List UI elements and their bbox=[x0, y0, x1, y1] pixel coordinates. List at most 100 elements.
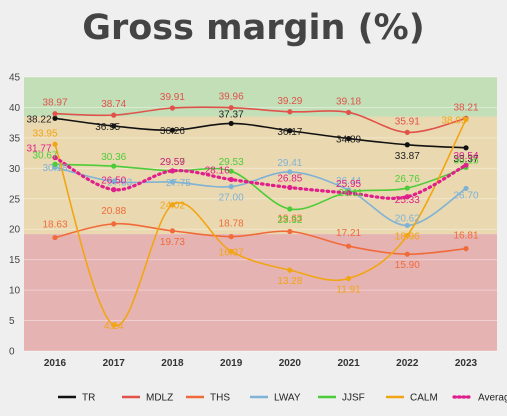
data-label-calm: 16.37 bbox=[219, 247, 244, 258]
data-point-jjsf bbox=[228, 168, 234, 174]
legend-label-jjsf: JJSF bbox=[342, 393, 365, 404]
data-point-average bbox=[404, 194, 410, 200]
data-label-tr: 36.17 bbox=[277, 127, 302, 138]
data-point-average bbox=[287, 184, 293, 191]
series-line-tr bbox=[54, 117, 467, 149]
data-label-average: 30.54 bbox=[453, 151, 478, 162]
data-point-ths bbox=[345, 243, 352, 249]
data-label-lway: 20.62 bbox=[395, 213, 420, 224]
data-label-calm: 38.03 bbox=[441, 115, 466, 126]
data-label-tr: 37.37 bbox=[219, 109, 244, 120]
data-label-average: 31.77 bbox=[26, 144, 51, 155]
data-point-mdlz bbox=[52, 111, 58, 117]
data-label-ths: 15.90 bbox=[395, 260, 420, 271]
data-label-calm: 24.02 bbox=[160, 201, 185, 212]
data-label-lway: 29.41 bbox=[277, 158, 302, 169]
data-label-average: 26.50 bbox=[101, 176, 126, 187]
data-label-jjsf: 29.57 bbox=[160, 157, 185, 168]
data-point-mdlz bbox=[404, 129, 410, 135]
data-point-lway bbox=[404, 222, 410, 229]
data-label-average: 29.59 bbox=[160, 157, 185, 168]
data-point-tr bbox=[463, 145, 469, 151]
data-point-calm bbox=[287, 267, 293, 273]
data-label-ths: 20.88 bbox=[101, 206, 126, 217]
data-point-ths bbox=[111, 221, 117, 227]
y-tick-label: 35 bbox=[9, 133, 21, 144]
data-point-calm bbox=[52, 141, 58, 147]
data-point-calm bbox=[111, 322, 117, 328]
data-label-lway: 27.83 bbox=[107, 178, 132, 189]
data-point-tr bbox=[169, 127, 176, 133]
series-line-jjsf bbox=[54, 163, 467, 211]
x-tick-label: 2017 bbox=[103, 358, 126, 369]
data-point-tr bbox=[404, 142, 410, 148]
data-point-average bbox=[463, 162, 469, 168]
series-line-mdlz bbox=[54, 106, 467, 134]
data-point-calm bbox=[404, 232, 410, 239]
data-label-jjsf: 30.15 bbox=[453, 155, 478, 166]
legend-label-ths: THS bbox=[210, 393, 230, 404]
y-tick-label: 5 bbox=[9, 316, 15, 327]
data-label-lway: 26.70 bbox=[453, 190, 478, 201]
data-label-calm: 18.96 bbox=[395, 232, 420, 243]
data-point-lway bbox=[463, 185, 469, 192]
data-point-mdlz bbox=[169, 105, 176, 111]
x-tick-label: 2019 bbox=[220, 358, 243, 369]
data-label-mdlz: 39.96 bbox=[219, 92, 244, 103]
data-point-jjsf bbox=[404, 185, 410, 191]
data-label-average: 25.33 bbox=[395, 195, 420, 206]
data-point-jjsf bbox=[287, 206, 293, 212]
x-tick-label: 2023 bbox=[455, 358, 478, 369]
data-point-tr bbox=[345, 135, 352, 142]
y-tick-label: 45 bbox=[9, 73, 21, 84]
data-label-jjsf: 26.76 bbox=[395, 174, 420, 185]
data-label-ths: 19.63 bbox=[277, 213, 302, 224]
data-point-mdlz bbox=[111, 112, 117, 118]
data-label-tr: 33.37 bbox=[453, 154, 478, 165]
data-point-average bbox=[345, 190, 352, 196]
data-label-tr: 38.22 bbox=[26, 114, 51, 125]
y-tick-label: 25 bbox=[9, 194, 21, 205]
band-0 bbox=[24, 234, 497, 351]
data-label-average: 26.85 bbox=[277, 174, 302, 185]
data-label-lway: 30.18 bbox=[42, 163, 67, 174]
data-label-lway: 27.00 bbox=[219, 193, 244, 204]
data-point-calm bbox=[169, 202, 176, 208]
data-label-calm: 4.24 bbox=[104, 321, 124, 332]
data-point-jjsf bbox=[111, 163, 117, 169]
data-point-jjsf bbox=[52, 161, 58, 167]
legend-label-average: Average bbox=[478, 393, 507, 404]
y-tick-label: 20 bbox=[9, 225, 21, 236]
y-tick-label: 15 bbox=[9, 255, 21, 266]
data-point-lway bbox=[228, 184, 234, 190]
data-point-tr bbox=[228, 120, 234, 127]
chart-title: Gross margin (%) bbox=[82, 8, 425, 48]
data-point-mdlz bbox=[287, 109, 293, 115]
data-point-calm bbox=[345, 275, 352, 282]
data-point-average bbox=[228, 176, 234, 183]
data-point-ths bbox=[169, 228, 176, 234]
x-tick-label: 2020 bbox=[279, 358, 302, 369]
data-point-lway bbox=[169, 179, 176, 185]
data-label-tr: 34.89 bbox=[336, 135, 361, 146]
data-point-ths bbox=[463, 246, 469, 252]
data-label-ths: 18.63 bbox=[42, 220, 67, 231]
data-point-average bbox=[52, 154, 58, 161]
data-label-tr: 33.87 bbox=[395, 151, 420, 162]
data-label-jjsf: 23.32 bbox=[277, 215, 302, 226]
legend-label-mdlz: MDLZ bbox=[146, 393, 173, 404]
band-1 bbox=[24, 116, 497, 235]
data-label-tr: 36.26 bbox=[160, 126, 185, 137]
data-point-tr bbox=[111, 123, 117, 129]
data-label-jjsf: 29.53 bbox=[219, 157, 244, 168]
data-label-tr: 36.95 bbox=[95, 122, 120, 133]
data-label-average: 25.95 bbox=[336, 179, 361, 190]
data-label-mdlz: 39.18 bbox=[336, 96, 361, 107]
data-label-jjsf: 30.67 bbox=[32, 150, 57, 161]
x-tick-label: 2016 bbox=[44, 358, 67, 369]
data-label-ths: 16.81 bbox=[453, 231, 478, 242]
data-label-mdlz: 39.91 bbox=[160, 92, 185, 103]
data-label-ths: 17.21 bbox=[336, 228, 361, 239]
x-tick-label: 2018 bbox=[161, 358, 184, 369]
